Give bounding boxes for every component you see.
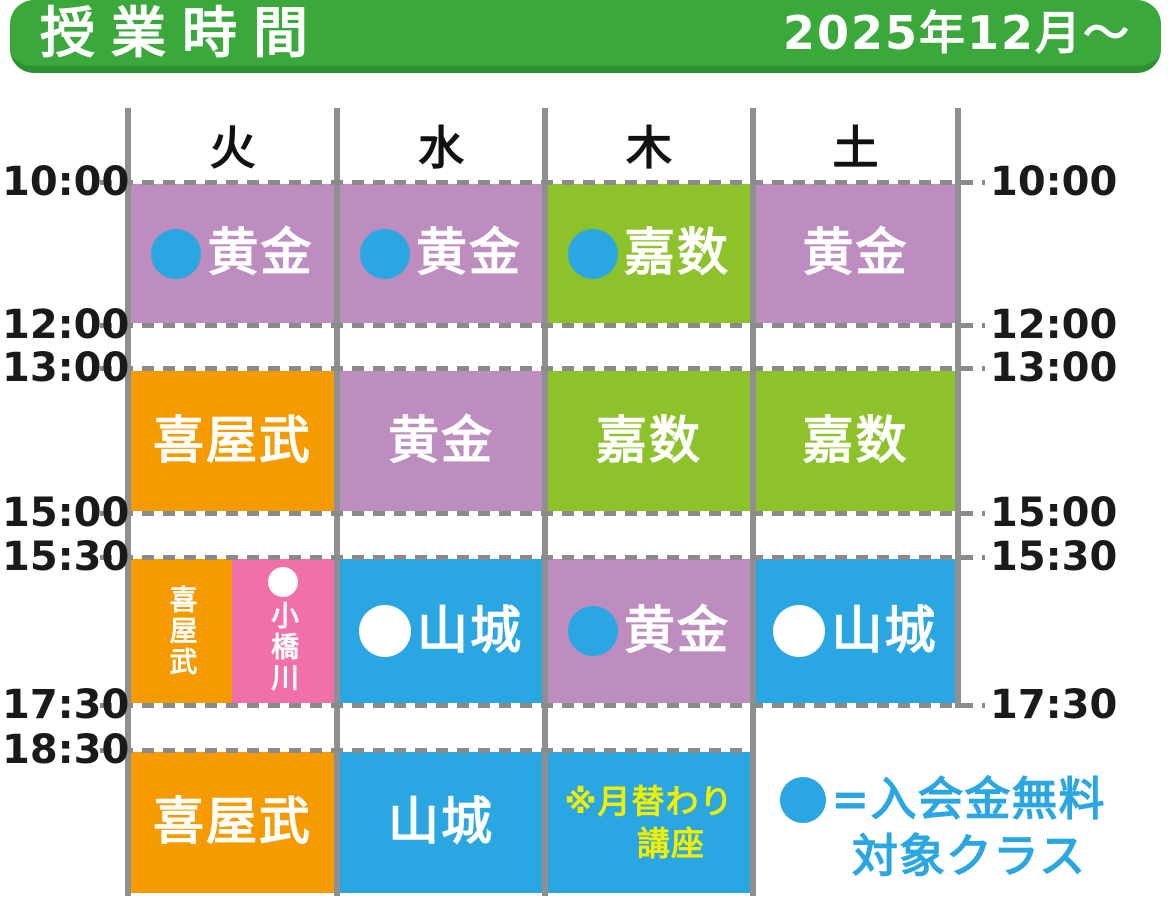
- header-bar: 授業時間 2025年12月〜: [10, 0, 1161, 73]
- legend-text-1: =入会金無料: [831, 772, 1106, 826]
- schedule-cell: 山城: [340, 559, 542, 703]
- grid-line-vertical: [542, 108, 548, 896]
- schedule-cell: 嘉数: [548, 371, 750, 511]
- page-title: 授業時間: [40, 0, 325, 65]
- teacher-name: 嘉数: [595, 411, 702, 471]
- note-text-line: ※月替わり: [564, 781, 734, 821]
- schedule-cell: 小橋川: [232, 559, 334, 703]
- time-label-left: 10:00: [2, 159, 130, 205]
- teacher-name: 嘉数: [623, 224, 730, 283]
- class-marker-icon: [151, 228, 202, 279]
- teacher-name: 黄金: [802, 224, 909, 283]
- grid-line-dashed: [100, 366, 985, 371]
- grid-line-vertical: [750, 108, 756, 896]
- teacher-name: 山城: [831, 601, 938, 661]
- grid-line-dashed: [100, 511, 985, 516]
- day-label: 木: [626, 121, 672, 175]
- schedule-cell: ※月替わり 講座: [548, 752, 750, 893]
- grid-line-dashed: [100, 323, 985, 328]
- teacher-name: 喜屋武: [152, 411, 312, 471]
- time-label-left: 15:30: [2, 534, 130, 580]
- grid-line-dashed: [100, 703, 985, 708]
- class-marker-icon: [358, 605, 411, 657]
- grid-line-dashed: [100, 748, 750, 753]
- time-label-right: 15:00: [990, 490, 1118, 536]
- schedule-cell: 喜屋武: [131, 559, 232, 703]
- schedule-cell: 黄金: [548, 559, 750, 703]
- teacher-name: 黄金: [207, 224, 314, 283]
- schedule-cell: 嘉数: [548, 184, 750, 323]
- class-marker-icon: [567, 606, 618, 656]
- legend: =入会金無料 対象クラス: [780, 772, 1171, 884]
- day-label: 水: [418, 121, 464, 175]
- time-label-left: 15:00: [2, 490, 130, 536]
- teacher-name: 黄金: [387, 411, 494, 471]
- time-label-right: 13:00: [990, 345, 1118, 391]
- class-marker-icon: [359, 228, 410, 279]
- grid-line-vertical: [125, 108, 131, 896]
- time-label-left: 13:00: [2, 345, 130, 391]
- note-text-line: 講座: [637, 823, 705, 863]
- schedule-cell: 山城: [340, 752, 542, 893]
- teacher-name: 山城: [387, 793, 494, 852]
- schedule-cell: 山城: [756, 559, 955, 703]
- day-label: 火: [209, 121, 256, 175]
- teacher-name: 喜屋武: [165, 584, 199, 678]
- legend-line-1: =入会金無料: [780, 772, 1171, 827]
- time-label-right: 15:30: [990, 534, 1118, 580]
- schedule-cell: 喜屋武: [131, 371, 334, 511]
- schedule-cell: 黄金: [340, 371, 542, 511]
- schedule-cell: 嘉数: [756, 371, 955, 511]
- legend-circle-icon: [780, 776, 826, 823]
- class-marker-icon: [268, 567, 298, 597]
- grid-line-vertical: [955, 108, 961, 708]
- class-marker-icon: [773, 605, 826, 657]
- time-label-right: 12:00: [990, 302, 1118, 348]
- schedule-period: 2025年12月〜: [782, 6, 1131, 60]
- class-marker-icon: [567, 228, 618, 279]
- legend-text-2: 対象クラス: [852, 829, 1087, 884]
- grid-line-vertical: [334, 108, 340, 896]
- time-label-right: 17:30: [990, 682, 1118, 728]
- teacher-name: 山城: [416, 601, 523, 661]
- teacher-name: 小橋川: [267, 601, 300, 694]
- teacher-name: 喜屋武: [152, 793, 312, 852]
- schedule-cell: 黄金: [131, 184, 334, 323]
- day-label: 土: [832, 121, 879, 175]
- schedule-cell: 黄金: [340, 184, 542, 323]
- time-label-left: 17:30: [2, 682, 130, 728]
- grid-line-dashed: [100, 555, 985, 560]
- time-label-right: 10:00: [990, 159, 1118, 205]
- time-label-left: 12:00: [2, 302, 130, 348]
- teacher-name: 黄金: [415, 224, 522, 283]
- teacher-name: 黄金: [623, 601, 730, 661]
- schedule-cell: 喜屋武: [131, 752, 334, 893]
- grid-line-dashed: [100, 180, 985, 185]
- teacher-name: 嘉数: [802, 411, 909, 471]
- schedule-cell: 黄金: [756, 184, 955, 323]
- time-label-left: 18:30: [2, 727, 130, 773]
